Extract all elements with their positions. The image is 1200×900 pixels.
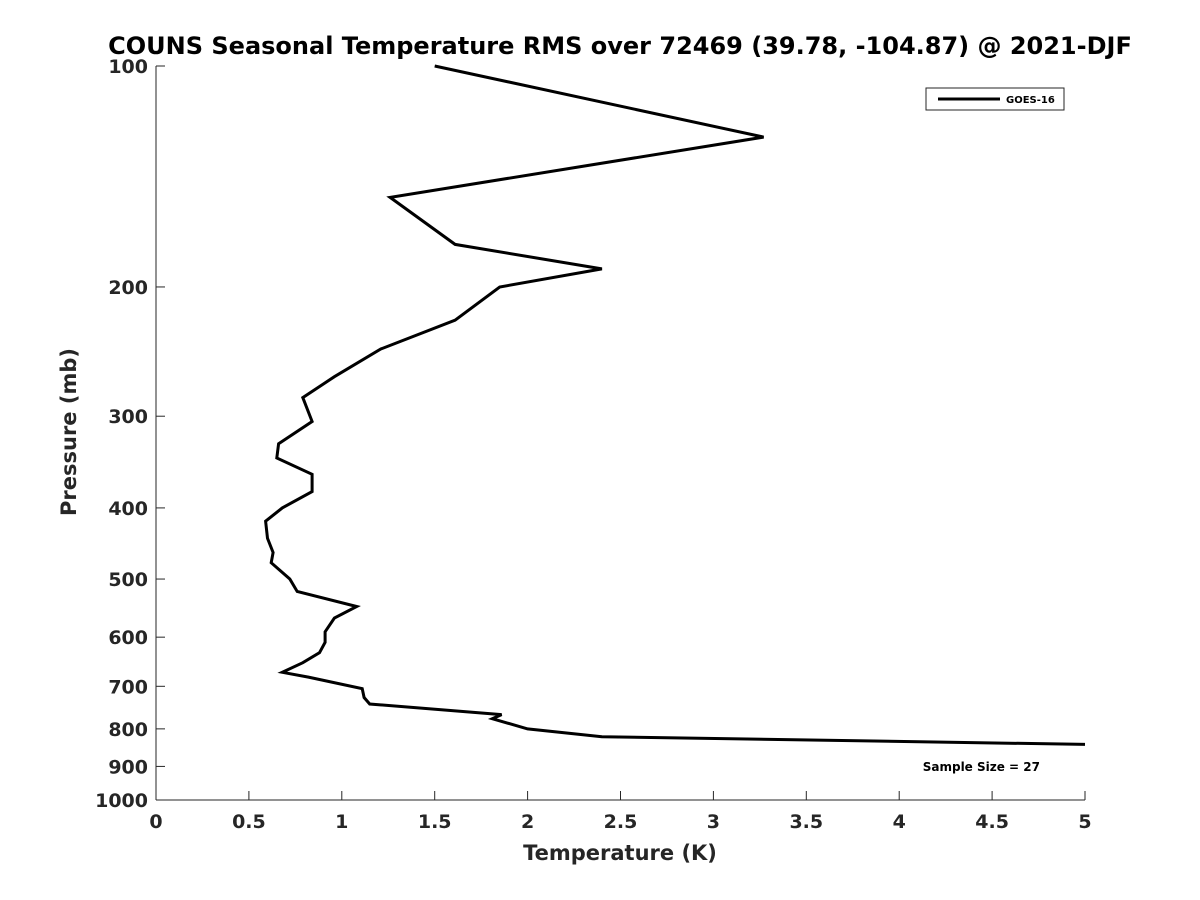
y-tick-label: 600 bbox=[108, 627, 148, 649]
x-tick-label: 2 bbox=[521, 811, 534, 833]
y-tick-label: 400 bbox=[108, 498, 148, 520]
x-tick-label: 3.5 bbox=[789, 811, 823, 833]
legend: GOES-16 bbox=[925, 87, 1065, 111]
x-tick-label: 0 bbox=[149, 811, 162, 833]
y-tick-label: 200 bbox=[108, 277, 148, 299]
y-tick-label: 1000 bbox=[95, 790, 148, 812]
x-tick-label: 5 bbox=[1078, 811, 1091, 833]
x-tick-label: 1 bbox=[335, 811, 348, 833]
x-tick-label: 4.5 bbox=[975, 811, 1009, 833]
legend-label-goes-16: GOES-16 bbox=[1006, 95, 1055, 106]
x-tick-label: 0.5 bbox=[232, 811, 266, 833]
x-tick-label: 1.5 bbox=[418, 811, 452, 833]
y-tick-label: 300 bbox=[108, 406, 148, 428]
chart-title: COUNS Seasonal Temperature RMS over 7246… bbox=[108, 32, 1132, 60]
x-tick-label: 2.5 bbox=[604, 811, 638, 833]
x-axis-ticks: 0 0.5 1 1.5 2 2.5 3 3.5 4 4.5 5 bbox=[149, 791, 1092, 833]
series-line-goes-16 bbox=[264, 64, 1086, 746]
series-group bbox=[264, 64, 1086, 746]
y-tick-label: 700 bbox=[108, 676, 148, 698]
y-tick-label: 500 bbox=[108, 569, 148, 591]
y-axis-label: Pressure (mb) bbox=[57, 348, 81, 516]
y-tick-label: 800 bbox=[108, 719, 148, 741]
x-tick-label: 3 bbox=[707, 811, 720, 833]
y-axis-ticks: 100 200 300 400 500 600 700 800 900 1000 bbox=[95, 56, 165, 812]
y-tick-label: 100 bbox=[108, 56, 148, 78]
y-tick-label: 900 bbox=[108, 756, 148, 778]
sample-size-annotation: Sample Size = 27 bbox=[923, 760, 1040, 774]
x-tick-label: 4 bbox=[893, 811, 906, 833]
x-axis-label: Temperature (K) bbox=[523, 841, 717, 865]
